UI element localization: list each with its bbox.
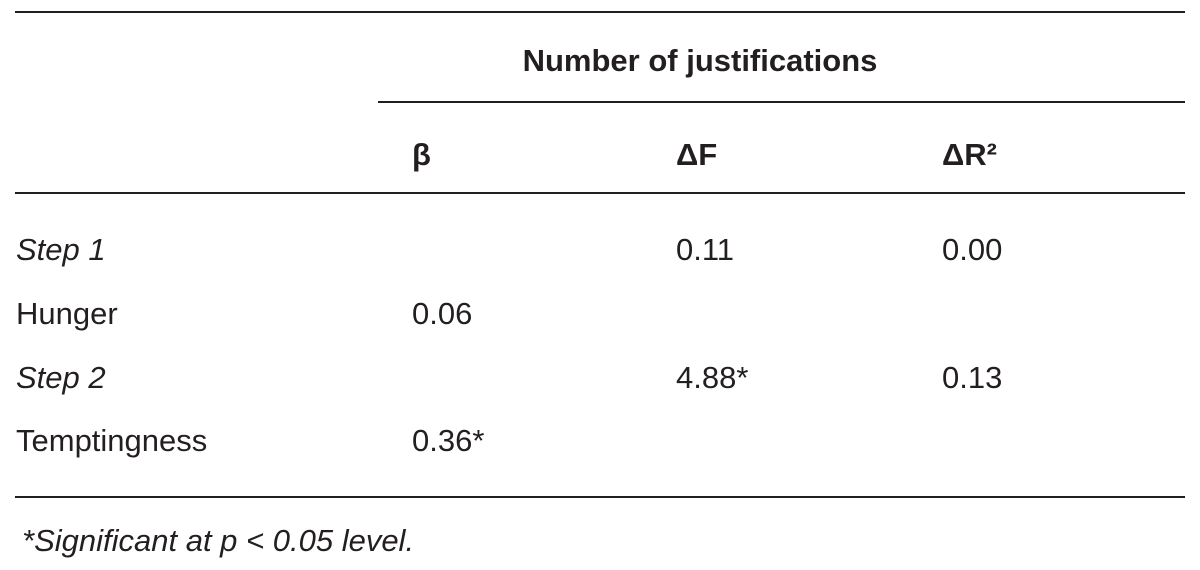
row-label: Temptingness <box>16 423 208 458</box>
row-label: Step 2 <box>16 360 106 395</box>
group-header: Number of justifications <box>522 43 878 78</box>
top-rule <box>15 11 1185 13</box>
group-rule <box>378 101 1185 103</box>
cell: 0.11 <box>676 232 735 267</box>
header-rule <box>15 192 1185 194</box>
cell: 0.13 <box>942 360 1003 395</box>
row-label: Hunger <box>16 296 118 331</box>
bottom-rule <box>15 496 1185 498</box>
column-header: ΔF <box>676 137 718 172</box>
column-header: ΔR² <box>942 137 997 172</box>
cell: 0.06 <box>412 296 473 331</box>
cell: 4.88* <box>676 360 749 395</box>
column-header: β <box>412 137 431 172</box>
cell: 0.36* <box>412 423 485 458</box>
footnote: *Significant at p < 0.05 level. <box>22 523 415 558</box>
row-label: Step 1 <box>16 232 106 267</box>
cell: 0.00 <box>942 232 1003 267</box>
